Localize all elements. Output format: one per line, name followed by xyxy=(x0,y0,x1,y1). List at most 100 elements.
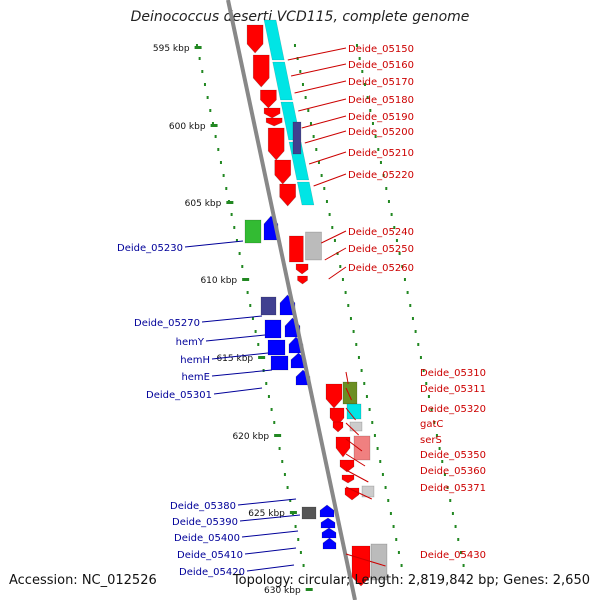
track-dot xyxy=(443,473,446,476)
track-dot xyxy=(301,83,304,86)
scale-tick-label: 600 kbp xyxy=(169,122,206,132)
gene-label-right: gatC xyxy=(420,419,443,430)
track-dot xyxy=(425,382,428,385)
track-dot xyxy=(347,304,350,307)
track-dot xyxy=(462,564,465,567)
reverse-gene-arrow xyxy=(322,537,337,550)
track-dot xyxy=(249,304,252,307)
track-dot xyxy=(427,395,430,398)
track-dot xyxy=(246,291,249,294)
genome-backbone xyxy=(226,0,357,600)
track-dot xyxy=(331,226,334,229)
track-dot xyxy=(281,460,284,463)
track-dot xyxy=(449,499,452,502)
track-dot xyxy=(241,265,244,268)
reverse-gene-arrow xyxy=(321,527,337,539)
track-dot xyxy=(206,96,209,99)
track-dot xyxy=(371,122,374,125)
leader-line xyxy=(345,553,386,567)
track-dot xyxy=(390,213,393,216)
scale-tick xyxy=(305,588,313,591)
forward-gene-arrow xyxy=(295,263,309,275)
cyan-feature xyxy=(296,181,315,206)
forward-gene-arrow xyxy=(297,275,308,285)
forward-gene-arrow xyxy=(325,383,343,409)
leader-line xyxy=(244,547,297,555)
track-dot xyxy=(273,421,276,424)
track-dot xyxy=(225,187,228,190)
scale-tick xyxy=(258,356,266,359)
track-dot xyxy=(293,44,296,47)
track-dot xyxy=(395,538,398,541)
forward-gene-arrow xyxy=(332,421,344,433)
track-dot xyxy=(296,57,299,60)
track-dot xyxy=(368,408,371,411)
genome-title: Deinococcus deserti VCD115, complete gen… xyxy=(130,9,470,25)
track-dot xyxy=(411,317,414,320)
track-dot xyxy=(360,369,363,372)
track-dot xyxy=(371,421,374,424)
reverse-gene-arrow xyxy=(320,517,336,529)
leader-line xyxy=(301,115,347,129)
leader-line xyxy=(345,453,366,467)
track-dot xyxy=(377,148,380,151)
track-dot xyxy=(214,135,217,138)
accession-text: Accession: NC_012526 xyxy=(9,573,157,588)
forward-gene-arrow xyxy=(265,117,283,127)
gene-label-left: Deide_05420 xyxy=(179,567,245,578)
leader-line xyxy=(213,387,263,395)
green-feature-box xyxy=(244,219,262,244)
track-dot xyxy=(349,317,352,320)
gene-label-right: Deide_05180 xyxy=(348,95,414,106)
track-dot xyxy=(238,252,241,255)
cyan-feature xyxy=(346,403,362,420)
gene-label-left: Deide_05270 xyxy=(134,318,200,329)
track-dot xyxy=(307,109,310,112)
scale-tick xyxy=(226,201,234,204)
track-dot xyxy=(379,460,382,463)
leader-line xyxy=(287,47,347,61)
leader-line xyxy=(345,371,349,385)
track-dot xyxy=(374,135,377,138)
reverse-feature-box xyxy=(292,121,302,155)
track-dot xyxy=(365,395,368,398)
track-dot xyxy=(320,174,323,177)
leader-line xyxy=(205,334,266,342)
gene-label-right: Deide_05260 xyxy=(348,263,414,274)
reverse-feature-box xyxy=(260,296,277,316)
track-dot xyxy=(419,356,422,359)
track-dot xyxy=(435,434,438,437)
track-dot xyxy=(299,551,302,554)
track-dot xyxy=(270,408,273,411)
reverse-gene-box xyxy=(264,319,282,339)
track-dot xyxy=(387,200,390,203)
leader-line xyxy=(308,151,347,165)
leader-line xyxy=(184,240,244,248)
track-dot xyxy=(430,408,433,411)
track-dot xyxy=(414,330,417,333)
track-dot xyxy=(392,525,395,528)
track-dot xyxy=(339,265,342,268)
gene-label-left: Deide_05230 xyxy=(117,243,183,254)
track-dot xyxy=(409,304,412,307)
leader-line xyxy=(211,369,273,377)
track-dot xyxy=(323,187,326,190)
track-dot xyxy=(257,343,260,346)
leader-line xyxy=(345,407,356,421)
gene-label-left: hemE xyxy=(181,372,210,383)
track-dot xyxy=(387,499,390,502)
track-dot xyxy=(363,382,366,385)
forward-gene-arrow xyxy=(260,89,277,109)
track-dot xyxy=(195,44,198,47)
track-dot xyxy=(251,317,254,320)
gene-label-right: Deide_05160 xyxy=(348,60,414,71)
leader-line xyxy=(321,230,347,244)
gene-label-left: Deide_05400 xyxy=(174,533,240,544)
track-dot xyxy=(198,57,201,60)
track-dot xyxy=(457,538,460,541)
gene-label-left: hemH xyxy=(180,355,210,366)
leader-line xyxy=(239,514,301,522)
forward-gene-arrow xyxy=(274,159,292,185)
track-dot xyxy=(357,356,360,359)
